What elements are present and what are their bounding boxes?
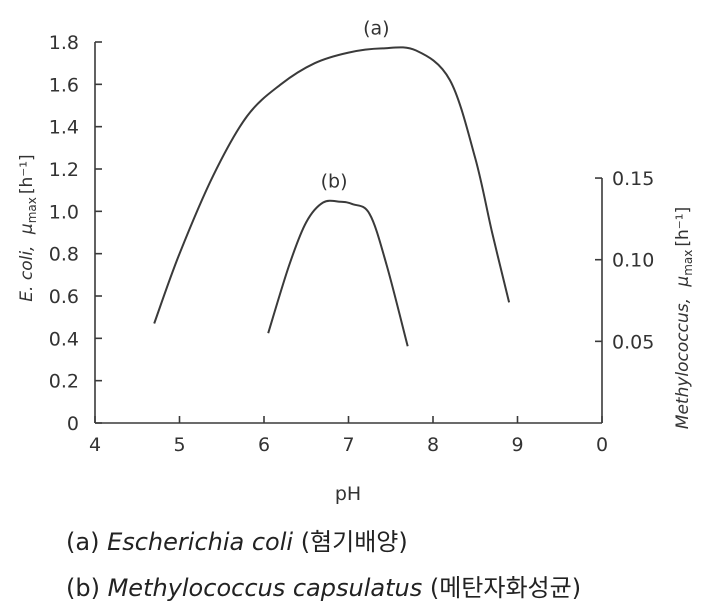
x-tick-label: 4 [89, 434, 101, 456]
x-tick-label: 5 [173, 434, 185, 456]
x-axis-label: pH [335, 483, 361, 505]
x-tick-label: 7 [342, 434, 354, 456]
x-tick-label: 0 [596, 434, 608, 456]
legend-b-species: Methylococcus capsulatus [107, 574, 423, 602]
axes [94, 42, 603, 424]
y-right-tick-label: 0.15 [612, 168, 654, 190]
x-tick-label: 9 [511, 434, 523, 456]
legend-item-a: (a) Escherichia coli (혐기배양) [66, 522, 408, 557]
y-axis-left-label: E. coli, μmax[h⁻¹] [17, 154, 39, 301]
y-left-tick-label: 1.8 [49, 32, 79, 54]
y-right-tick-label: 0.10 [612, 250, 654, 272]
y-left-tick-label: 0.8 [49, 244, 79, 266]
legend-b-note: (메탄자화성균) [422, 574, 582, 602]
series-label-a: (a) [363, 17, 389, 39]
y-axis-right-label: Methylococcus, μmax[h⁻¹] [673, 207, 695, 429]
y-left-tick-label: 0.4 [49, 328, 79, 350]
y-left-tick-label: 1.6 [49, 74, 79, 96]
y-left-tick-label: 0.6 [49, 286, 79, 308]
x-tick-label: 6 [258, 434, 270, 456]
x-tick-label: 8 [427, 434, 439, 456]
series-label-b: (b) [321, 171, 348, 193]
y-right-tick-label: 0.05 [612, 331, 654, 353]
legend-a-note: (혐기배양) [293, 528, 408, 556]
legend-a-species: Escherichia coli [107, 528, 294, 556]
series-line-b [267, 199, 409, 347]
y-left-tick-label: 1.0 [49, 201, 79, 223]
y-left-tick-label: 1.4 [49, 117, 79, 139]
chart: 4 5 6 7 8 9 0 0 0.2 0.4 0.6 0.8 1.0 1.2 1.4 1.6 1.8 0.05 0… [17, 17, 695, 505]
y-left-tick-label: 0.2 [49, 371, 79, 393]
curves: (a) (b) [153, 17, 511, 347]
legend-a-prefix: (a) [66, 528, 108, 556]
y-left-tick-label: 0 [67, 413, 79, 435]
y-left-tick-label: 1.2 [49, 159, 79, 181]
ticks: 4 5 6 7 8 9 0 0 0.2 0.4 0.6 0.8 1.0 1.2 1.4 1.6 1.8 0.05 0… [49, 32, 655, 456]
series-line-a [153, 46, 511, 324]
legend-b-prefix: (b) [66, 574, 108, 602]
legend-item-b: (b) Methylococcus capsulatus (메탄자화성균) [66, 568, 581, 603]
